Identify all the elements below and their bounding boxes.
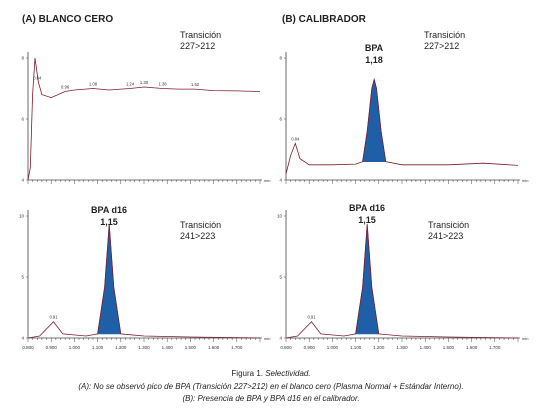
peak-label-bpa: BPA 1,18 (354, 42, 394, 66)
x-tick-label: 1.700 (231, 345, 243, 350)
chart-a-top: min 4 6 8 0.84 0.96 1.08 1.24 1.30 1.38 1.52 (21, 52, 270, 184)
transition-value: 227>212 (424, 41, 460, 51)
chart-b-bottom: 0.800 0.900 1.000 1.100 1.200 1.300 1.400 1.500… (277, 210, 528, 350)
peak-annotation: 1.24 (126, 82, 135, 87)
transition-value: 227>212 (180, 41, 216, 51)
x-tick-label: 1.200 (373, 345, 385, 350)
x-tick-label: 1.600 (208, 345, 220, 350)
transition-b-bottom: Transición 241>223 (428, 220, 469, 242)
x-tick-label: 1.000 (69, 345, 81, 350)
x-tick-label: 1.400 (420, 345, 432, 350)
chart-a-bottom: 0.800 0.900 1.000 1.100 1.200 1.300 1.400 1.500… (19, 210, 270, 350)
transition-a-bottom: Transición 241>223 (180, 220, 221, 242)
x-tick-label: 0.800 (280, 345, 292, 350)
caption-prefix: Figura 1. (231, 369, 266, 378)
header-blanco-cero: (A) BLANCO CERO (22, 14, 114, 25)
panel-b-bottom: 0.800 0.900 1.000 1.100 1.200 1.300 1.400 1.500… (272, 196, 532, 350)
header-calibrador: (B) CALIBRADOR (282, 14, 366, 25)
peak-annotation: 1.08 (89, 82, 98, 87)
transition-label: Transición (428, 220, 470, 230)
peak-name: BPA (364, 43, 384, 53)
caption-emph: Selectividad. (265, 369, 311, 378)
peak-name: BPA d16 (348, 203, 385, 213)
y-tick-label: 4 (21, 178, 24, 183)
x-tick-label: 1.700 (489, 345, 501, 350)
peak-rt: 1,18 (365, 55, 383, 65)
y-tick-label: 8 (21, 56, 24, 61)
x-unit-label: min (522, 178, 528, 183)
peak-annotation: 0.91 (307, 315, 316, 320)
x-tick-label: 1.100 (92, 345, 104, 350)
y-tick-label: 4 (21, 336, 24, 341)
figure-caption-b: (B): Presencia de BPA y BPA d16 en el ca… (0, 393, 542, 404)
x-unit-label: min (522, 336, 528, 341)
peak-annotation: 0.84 (33, 75, 42, 80)
y-tick-label: 5 (21, 275, 24, 280)
transition-label: Transición (180, 220, 222, 230)
peak-label-bpa-d16: BPA d16 1,15 (84, 204, 134, 228)
peak-annotation: 0.96 (61, 85, 70, 90)
peak-label-bpa-d16: BPA d16 1,15 (342, 202, 392, 226)
y-tick-label: 5 (279, 275, 282, 280)
y-tick-label: 6 (21, 117, 24, 122)
transition-value: 241>223 (180, 231, 216, 241)
peak-annotation: 1.38 (158, 82, 167, 87)
peak-annotation: 0.84 (291, 136, 300, 141)
peak-annotation: 1.52 (191, 82, 200, 87)
series-line (285, 77, 519, 174)
peak-annotation: 1.30 (140, 80, 149, 85)
y-tick-label: 4 (279, 178, 282, 183)
transition-value: 241>223 (428, 231, 464, 241)
series-line (27, 57, 261, 181)
panel-b-top: min 4 6 8 0.84 Transición 227>212 BPA 1,18 (272, 30, 532, 188)
x-tick-label: 1.000 (327, 345, 339, 350)
y-tick-label: 8 (279, 56, 282, 61)
x-tick-label: 1.500 (443, 345, 455, 350)
transition-a-top: Transición 227>212 (180, 30, 221, 52)
peak-fill (362, 78, 387, 162)
x-tick-label: 1.600 (466, 345, 478, 350)
x-tick-label: 0.900 (304, 345, 316, 350)
transition-label: Transición (424, 30, 466, 40)
x-tick-label: 1.200 (115, 345, 127, 350)
peak-fill (355, 224, 380, 335)
peak-annotation: 0.91 (49, 315, 58, 320)
y-tick-label: 10 (19, 214, 25, 219)
x-tick-label: 1.400 (162, 345, 174, 350)
peak-rt: 1,15 (100, 217, 118, 227)
peak-fill (97, 224, 122, 335)
x-tick-label: 0.800 (22, 345, 34, 350)
figure-caption-title: Figura 1. Selectividad. (0, 368, 542, 379)
x-tick-label: 1.100 (350, 345, 362, 350)
x-unit-label: min (264, 178, 270, 183)
series-line (27, 224, 261, 339)
x-tick-label: 1.300 (138, 345, 150, 350)
peak-rt: 1,15 (358, 215, 376, 225)
y-tick-label: 10 (277, 214, 283, 219)
x-unit-label: min (264, 336, 270, 341)
panel-a-top: min 4 6 8 0.84 0.96 1.08 1.24 1.30 1.38 1.52 Trans… (14, 30, 274, 188)
y-tick-label: 4 (279, 336, 282, 341)
x-tick-label: 1.500 (185, 345, 197, 350)
peak-name: BPA d16 (90, 205, 127, 215)
x-tick-label: 1.300 (396, 345, 408, 350)
transition-label: Transición (180, 30, 222, 40)
y-tick-label: 6 (279, 117, 282, 122)
series-line (285, 224, 519, 339)
x-tick-label: 0.900 (46, 345, 58, 350)
caption-line-b: (B): Presencia de BPA y BPA d16 en el ca… (182, 394, 360, 403)
caption-line-a: (A): No se observó pico de BPA (Transici… (78, 382, 464, 391)
figure-caption-a: (A): No se observó pico de BPA (Transici… (0, 381, 542, 392)
transition-b-top: Transición 227>212 (424, 30, 465, 52)
panel-a-bottom: 0.800 0.900 1.000 1.100 1.200 1.300 1.400 1.500… (14, 196, 274, 350)
chart-b-top: min 4 6 8 0.84 (279, 52, 528, 184)
